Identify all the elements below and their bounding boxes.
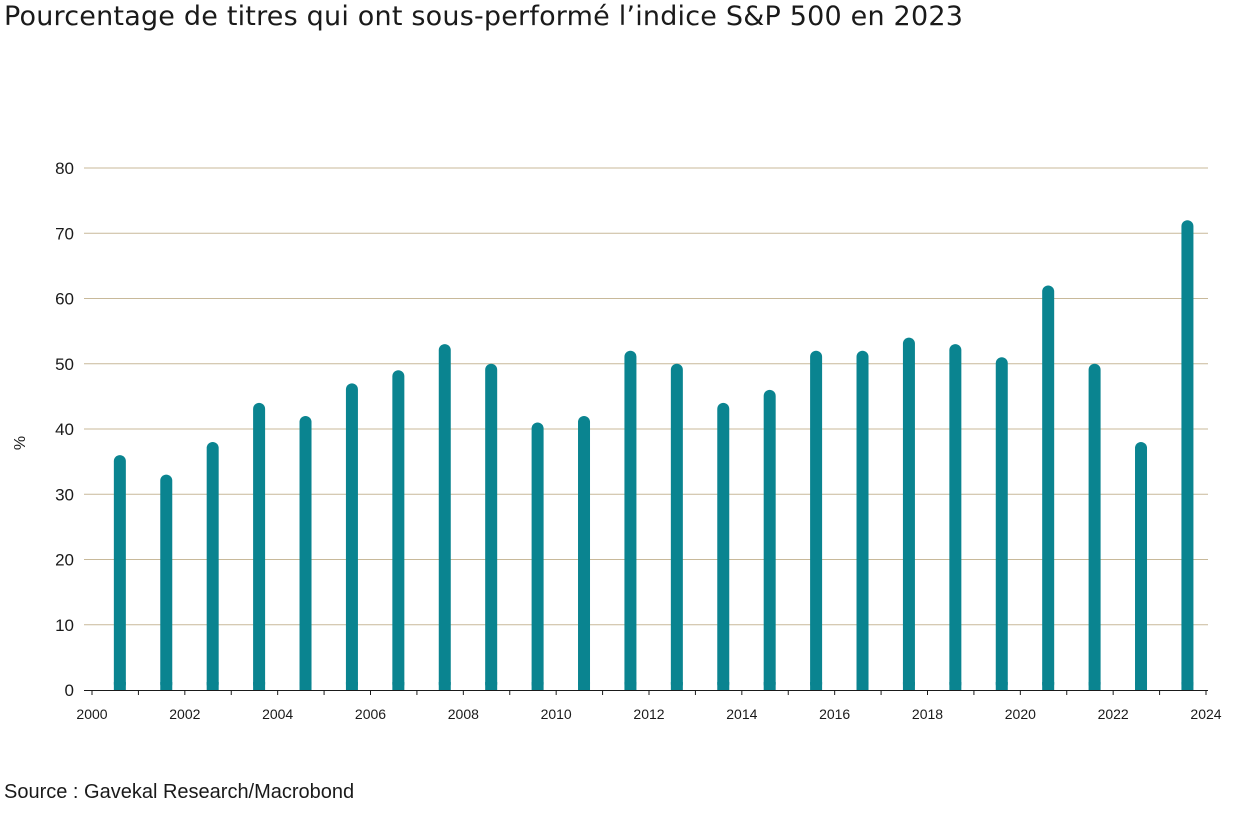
- x-tick-label: 2016: [819, 706, 850, 722]
- bar-base: [995, 682, 1008, 690]
- y-axis: %: [12, 436, 29, 450]
- bar-base: [578, 682, 591, 690]
- bar: [995, 357, 1008, 690]
- bars: [113, 220, 1194, 690]
- x-tick-label: 2024: [1190, 706, 1221, 722]
- bar-base: [206, 682, 219, 690]
- bar: [531, 422, 544, 690]
- bar-base: [902, 682, 915, 690]
- bar: [1088, 363, 1101, 690]
- bar: [717, 402, 730, 690]
- bar-base: [763, 682, 776, 690]
- bar: [206, 442, 219, 690]
- bar: [160, 474, 173, 690]
- bar-base: [113, 682, 126, 690]
- x-tick-label: 2000: [76, 706, 107, 722]
- bar-base: [392, 682, 405, 690]
- y-tick-label: 70: [55, 224, 74, 243]
- bar: [578, 415, 591, 690]
- bar: [624, 350, 637, 690]
- x-tick-label: 2014: [726, 706, 757, 722]
- bar: [253, 402, 266, 690]
- x-tick-label: 2008: [448, 706, 479, 722]
- x-tick-label: 2012: [633, 706, 664, 722]
- bar-base: [1181, 682, 1194, 690]
- x-axis: 2000 2002 2004 2006 2008 2010 2012 2014 2016 2018…: [76, 690, 1222, 722]
- bar-base: [1042, 682, 1055, 690]
- bar-base: [299, 682, 312, 690]
- bar: [856, 350, 869, 690]
- bar: [1042, 285, 1055, 690]
- y-axis-title: %: [12, 436, 29, 450]
- y-tick-label: 40: [55, 420, 74, 439]
- y-tick-label: 80: [55, 159, 74, 178]
- bar: [438, 344, 451, 690]
- y-tick-label: 50: [55, 355, 74, 374]
- gridlines: 0 10 20 30 40 50 60 70 80: [55, 159, 1208, 700]
- x-tick-label: 2020: [1005, 706, 1036, 722]
- x-tick-label: 2018: [912, 706, 943, 722]
- bar-base: [810, 682, 823, 690]
- bar-base: [1088, 682, 1101, 690]
- bar: [485, 363, 498, 690]
- bar-base: [856, 682, 869, 690]
- bar: [299, 415, 312, 690]
- bar-base: [670, 682, 683, 690]
- y-tick-label: 20: [55, 551, 74, 570]
- x-tick-label: 2010: [541, 706, 572, 722]
- bar-base: [160, 682, 173, 690]
- bar: [345, 383, 358, 690]
- bar-base: [531, 682, 544, 690]
- y-tick-label: 30: [55, 485, 74, 504]
- y-tick-label: 0: [65, 681, 74, 700]
- x-tick-label: 2002: [169, 706, 200, 722]
- source-note: Source : Gavekal Research/Macrobond: [4, 781, 355, 803]
- bar-base: [717, 682, 730, 690]
- chart-title: Pourcentage de titres qui ont sous-perfo…: [4, 1, 964, 32]
- bar: [902, 337, 915, 690]
- x-tick-label: 2022: [1098, 706, 1129, 722]
- bar-base: [949, 682, 962, 690]
- bar: [763, 389, 776, 690]
- bar: [392, 370, 405, 690]
- bar: [1181, 220, 1194, 690]
- y-tick-label: 10: [55, 616, 74, 635]
- x-tick-label: 2006: [355, 706, 386, 722]
- bar-base: [438, 682, 451, 690]
- x-tick-label: 2004: [262, 706, 293, 722]
- bar: [113, 455, 126, 690]
- bar-base: [1135, 682, 1148, 690]
- bar-base: [624, 682, 637, 690]
- bar-base: [253, 682, 266, 690]
- bar: [949, 344, 962, 690]
- bar-base: [345, 682, 358, 690]
- y-tick-label: 60: [55, 290, 74, 309]
- bar: [1135, 442, 1148, 690]
- bar-base: [485, 682, 498, 690]
- bar: [670, 363, 683, 690]
- bar: [810, 350, 823, 690]
